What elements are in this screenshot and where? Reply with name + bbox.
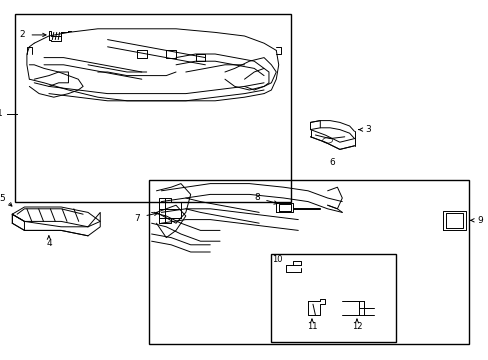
Text: 10: 10 <box>271 255 282 264</box>
Text: 12: 12 <box>351 322 362 331</box>
Text: 6: 6 <box>328 158 334 166</box>
Text: 9: 9 <box>477 216 483 225</box>
Text: 3: 3 <box>365 125 371 134</box>
Text: 7: 7 <box>134 213 140 222</box>
Text: 2: 2 <box>20 31 25 40</box>
Bar <box>15 14 290 202</box>
Text: 1: 1 <box>0 109 2 118</box>
Bar <box>149 180 468 344</box>
Text: 8: 8 <box>254 193 260 202</box>
Text: 4: 4 <box>46 239 52 248</box>
Bar <box>271 254 395 342</box>
Text: 5: 5 <box>0 194 5 202</box>
Text: 11: 11 <box>306 322 317 331</box>
